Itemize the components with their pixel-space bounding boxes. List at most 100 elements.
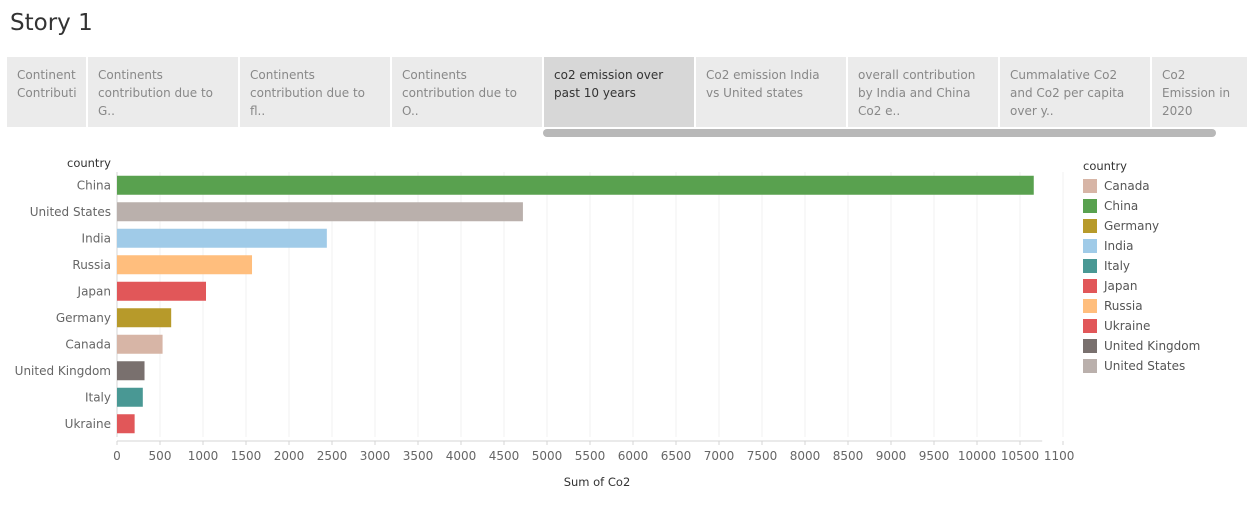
story-tab-label: Cummalative Co2 and Co2 per capita over … (1010, 68, 1125, 118)
x-tick-label: 11000 (1044, 449, 1075, 463)
legend-item[interactable]: Italy (1083, 256, 1200, 276)
bar (117, 387, 143, 407)
category-label: Canada (65, 337, 111, 351)
category-label: Ukraine (65, 417, 111, 431)
category-label: Italy (85, 390, 111, 404)
color-legend: country Canada China Germany India Italy Japa… (1083, 158, 1200, 376)
x-axis-title: Sum of Co2 (564, 475, 631, 489)
x-tick-label: 1500 (231, 449, 262, 463)
tab-scrollbar-thumb[interactable] (543, 129, 1216, 137)
legend-swatch (1083, 279, 1097, 293)
x-tick-label: 2000 (274, 449, 305, 463)
category-label: United States (30, 205, 111, 219)
legend-item[interactable]: Canada (1083, 176, 1200, 196)
legend-swatch (1083, 359, 1097, 373)
legend-swatch (1083, 199, 1097, 213)
story-tab-9[interactable]: Co2 Emission in 2020 (1152, 57, 1247, 127)
x-tick-label: 9000 (876, 449, 907, 463)
legend-item[interactable]: China (1083, 196, 1200, 216)
category-label: United Kingdom (15, 364, 111, 378)
story-tab-2[interactable]: Continents contribution due to G.. (88, 57, 238, 127)
legend-swatch (1083, 179, 1097, 193)
x-tick-label: 8000 (790, 449, 821, 463)
x-tick-label: 3000 (360, 449, 391, 463)
story-tab-6[interactable]: Co2 emission India vs United states (696, 57, 846, 127)
legend-label: United States (1104, 359, 1186, 373)
category-label: Russia (72, 258, 111, 272)
x-tick-label: 1000 (188, 449, 219, 463)
story-tab-label: overall contribution by India and China … (858, 68, 976, 118)
x-tick-label: 8500 (833, 449, 864, 463)
story-tab-5[interactable]: co2 emission over past 10 years (544, 57, 694, 127)
story-tab-label: co2 emission over past 10 years (554, 68, 664, 100)
story-tab-label: Continents contribution due to O.. (402, 68, 518, 118)
legend-title: country (1083, 159, 1127, 173)
legend-swatch (1083, 339, 1097, 353)
x-tick-label: 2500 (317, 449, 348, 463)
legend-swatch (1083, 319, 1097, 333)
category-label: India (82, 231, 111, 245)
story-tab-label: Continents Contributi.. (17, 68, 76, 100)
x-tick-label: 10000 (958, 449, 996, 463)
story-title: Story 1 (10, 10, 93, 36)
legend-items: Canada China Germany India Italy Japan Russia U… (1083, 176, 1200, 376)
row-header: country (67, 156, 111, 170)
x-tick-label: 4000 (446, 449, 477, 463)
story-tab-label: Co2 emission India vs United states (706, 68, 820, 100)
story-tab-strip: Continents Contributi.. Continents contr… (7, 57, 1247, 127)
story-tab-label: Continents contribution due to fl.. (250, 68, 366, 118)
legend-swatch (1083, 299, 1097, 313)
x-tick-label: 4500 (489, 449, 520, 463)
x-tick-label: 7000 (704, 449, 735, 463)
category-label: China (77, 178, 111, 192)
x-tick-label: 6000 (618, 449, 649, 463)
bar-chart: country China United States India Russia Japa… (15, 156, 1075, 489)
legend-label: Russia (1104, 299, 1143, 313)
legend-item[interactable]: Ukraine (1083, 316, 1200, 336)
legend-swatch (1083, 239, 1097, 253)
x-tick-label: 5000 (532, 449, 563, 463)
legend-item[interactable]: United Kingdom (1083, 336, 1200, 356)
legend-item[interactable]: India (1083, 236, 1200, 256)
bar (117, 334, 163, 354)
x-tick-label: 10500 (1001, 449, 1039, 463)
story-tab-8[interactable]: Cummalative Co2 and Co2 per capita over … (1000, 57, 1150, 127)
category-label: Germany (56, 311, 111, 325)
story-tab-1[interactable]: Continents Contributi.. (7, 57, 86, 127)
tab-scrollbar[interactable] (543, 129, 1216, 137)
bar (117, 228, 327, 248)
x-tick-label: 500 (149, 449, 172, 463)
legend-label: Ukraine (1104, 319, 1151, 333)
x-tick-label: 0 (113, 449, 121, 463)
x-tick-label: 7500 (747, 449, 778, 463)
legend-item[interactable]: Russia (1083, 296, 1200, 316)
story-tab-4[interactable]: Continents contribution due to O.. (392, 57, 542, 127)
legend-label: Japan (1104, 279, 1138, 293)
legend-label: Italy (1104, 259, 1131, 273)
bar (117, 202, 523, 222)
legend-item[interactable]: Japan (1083, 276, 1200, 296)
legend-label: Germany (1104, 219, 1160, 233)
x-tick-label: 5500 (575, 449, 606, 463)
legend-label: Canada (1104, 179, 1150, 193)
legend-label: United Kingdom (1104, 339, 1201, 353)
legend-label: China (1104, 199, 1139, 213)
story-tab-label: Continents contribution due to G.. (98, 68, 214, 118)
legend-label: India (1104, 239, 1134, 253)
story-tab-label: Co2 Emission in 2020 (1162, 68, 1231, 118)
story-tab-3[interactable]: Continents contribution due to fl.. (240, 57, 390, 127)
legend-swatch (1083, 259, 1097, 273)
legend-swatch (1083, 219, 1097, 233)
x-tick-label: 9500 (919, 449, 950, 463)
legend-item[interactable]: United States (1083, 356, 1200, 376)
bar (117, 175, 1034, 195)
bar (117, 361, 145, 381)
bar (117, 414, 135, 434)
legend-item[interactable]: Germany (1083, 216, 1200, 236)
category-label: Japan (77, 284, 111, 298)
bar (117, 255, 253, 275)
bar (117, 308, 172, 328)
story-tab-7[interactable]: overall contribution by India and China … (848, 57, 998, 127)
bar (117, 281, 207, 301)
x-tick-label: 3500 (403, 449, 434, 463)
